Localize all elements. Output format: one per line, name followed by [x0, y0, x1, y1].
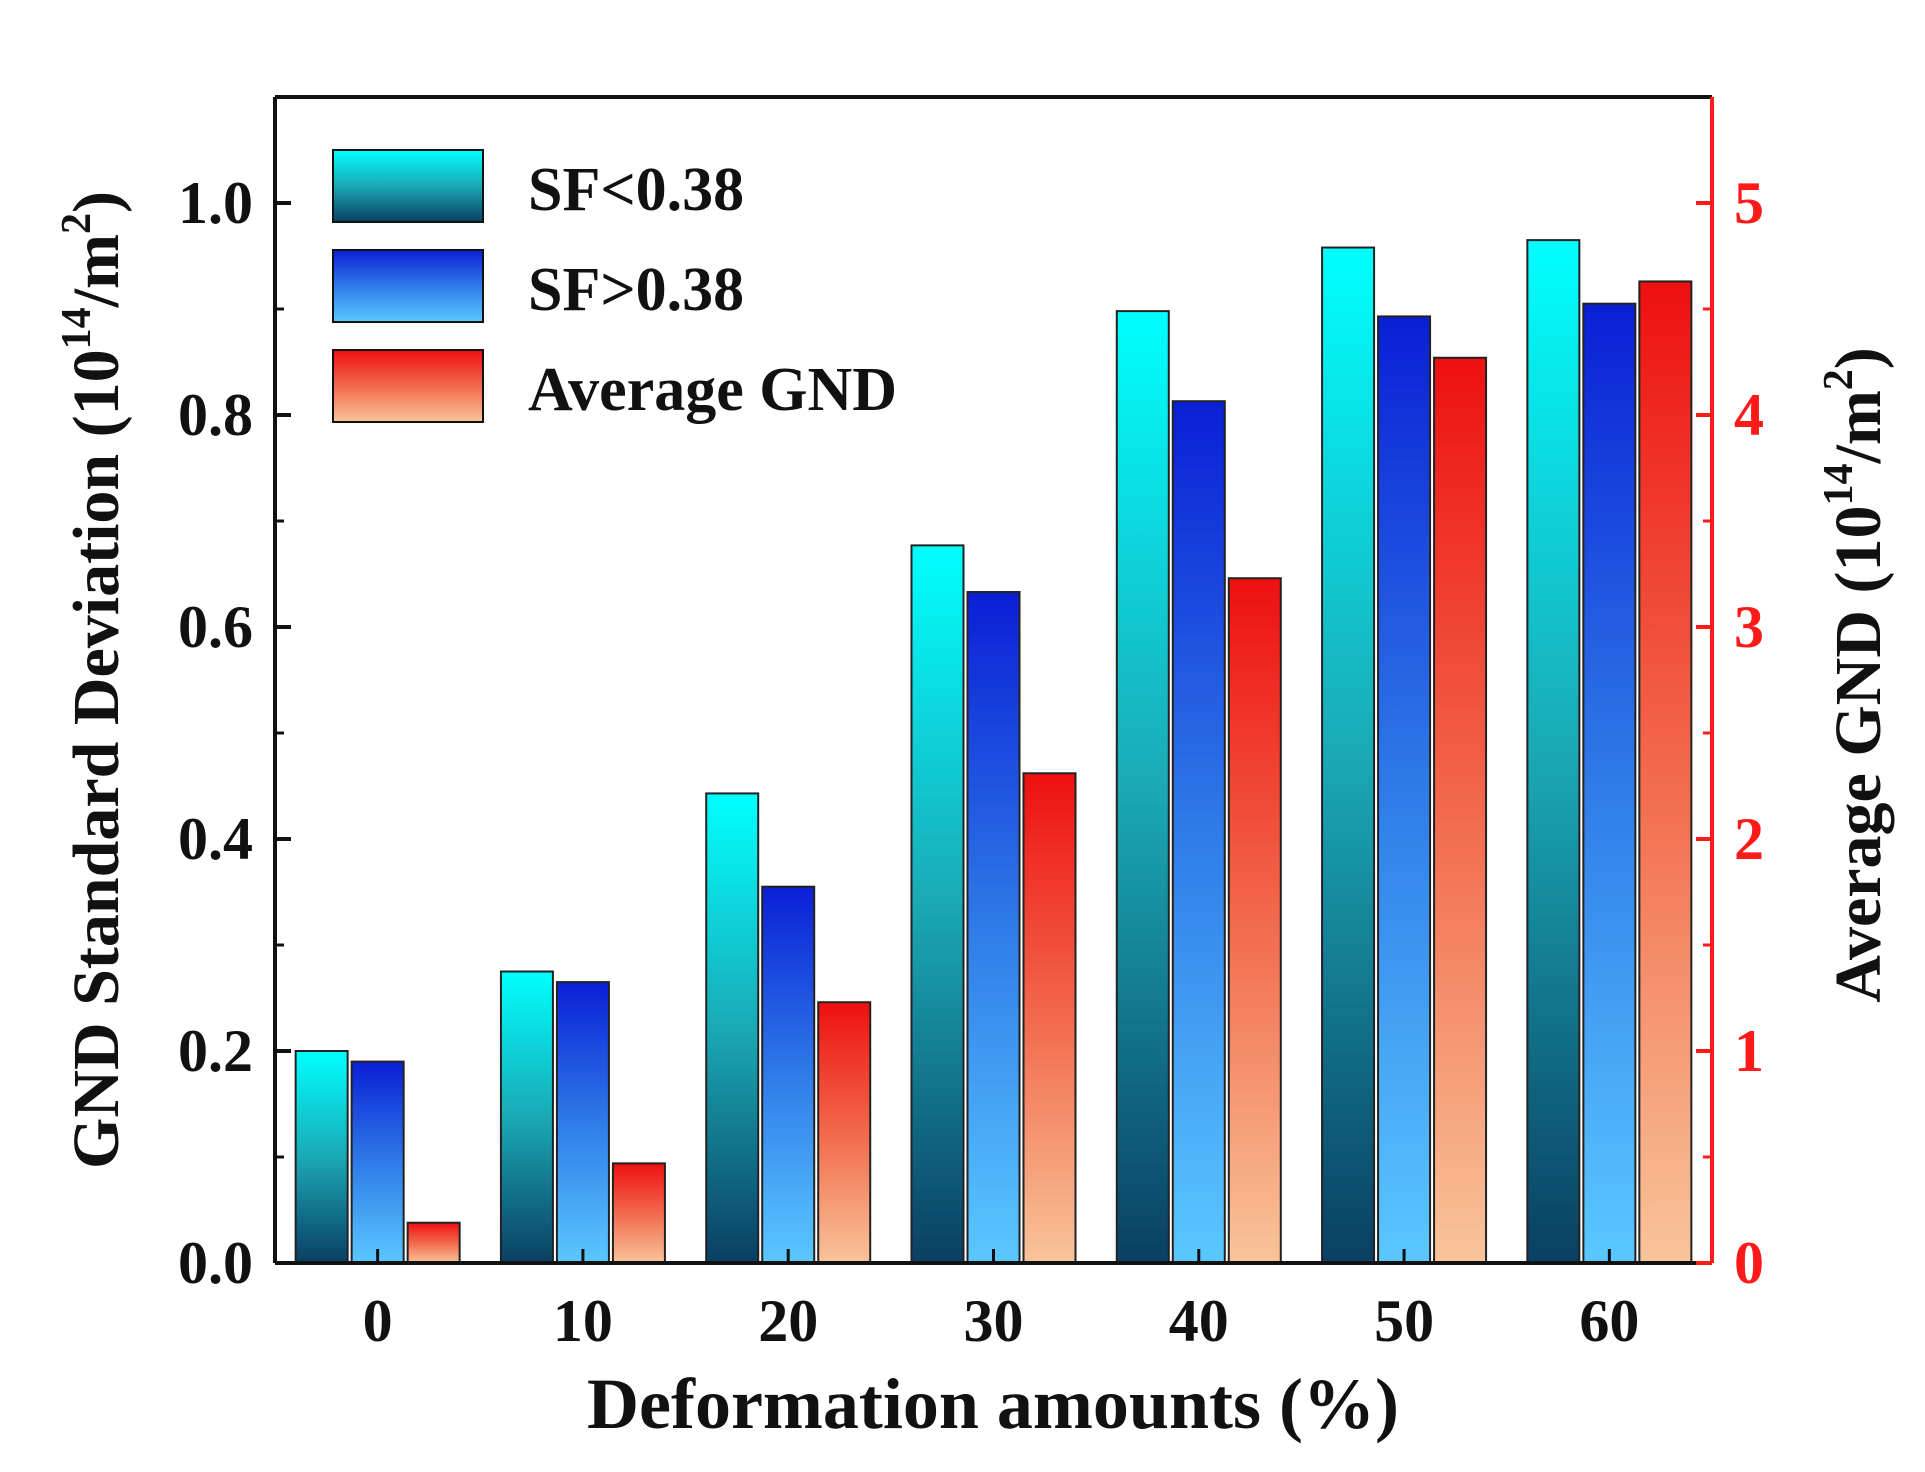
- left-tick-label: 0.8: [178, 382, 253, 448]
- x-tick-label: 30: [964, 1288, 1024, 1354]
- left-tick-label: 0.0: [178, 1230, 253, 1296]
- right-tick-label: 0: [1734, 1230, 1764, 1296]
- bar-sf-low-60: [1526, 239, 1581, 1265]
- legend-label-sf-low: SF<0.38: [528, 156, 744, 224]
- bar-sf-low-0: [294, 1050, 349, 1264]
- left-y-title-end: ): [60, 191, 133, 213]
- right-y-title-sup1: 14: [1816, 464, 1862, 506]
- x-tick-label: 0: [363, 1288, 393, 1354]
- left-y-title-sup1: 14: [54, 307, 100, 349]
- bar-sf-high-0: [350, 1060, 405, 1264]
- right-tick-label: 1: [1734, 1018, 1764, 1084]
- left-tick-label: 0.6: [178, 594, 253, 660]
- bar-avg-gnd-10: [611, 1162, 666, 1264]
- left-y-title-sup2: 2: [54, 213, 100, 234]
- legend-swatch-sf-low: [332, 149, 484, 223]
- bar-sf-low-40: [1115, 310, 1170, 1264]
- x-tick-label: 10: [553, 1288, 613, 1354]
- legend-label-sf-high: SF>0.38: [528, 256, 744, 324]
- right-y-title-end: ): [1822, 347, 1895, 369]
- bar-sf-high-40: [1171, 400, 1226, 1265]
- left-y-axis-title: GND Standard Deviation (1014/m2): [54, 191, 133, 1169]
- right-y-axis-title: Average GND (1014/m2): [1816, 347, 1895, 1003]
- x-tick-label: 40: [1169, 1288, 1229, 1354]
- legend-swatch-sf-high: [332, 249, 484, 323]
- bar-sf-low-50: [1321, 246, 1376, 1264]
- bar-avg-gnd-0: [406, 1221, 461, 1264]
- right-y-title-mid: /m: [1822, 390, 1895, 464]
- bar-sf-high-50: [1377, 315, 1432, 1265]
- bar-sf-high-30: [966, 591, 1021, 1264]
- bar-avg-gnd-60: [1638, 280, 1693, 1264]
- x-ticks: 0 10 20 30 40 50 60: [363, 1249, 1639, 1354]
- bars-group: [294, 239, 1693, 1265]
- bar-avg-gnd-40: [1227, 577, 1282, 1264]
- left-tick-label: 1.0: [178, 170, 253, 236]
- bar-sf-low-10: [499, 970, 554, 1264]
- x-axis-title: Deformation amounts (%): [587, 1364, 1399, 1444]
- bar-avg-gnd-50: [1433, 356, 1488, 1264]
- x-tick-label: 50: [1374, 1288, 1434, 1354]
- left-tick-label: 0.2: [178, 1018, 253, 1084]
- legend-swatch-gnd: [332, 349, 484, 423]
- legend: SF<0.38 SF>0.38 Average GND: [332, 149, 897, 424]
- right-tick-label: 3: [1734, 594, 1764, 660]
- x-tick-label: 60: [1579, 1288, 1639, 1354]
- bar-avg-gnd-30: [1022, 772, 1077, 1265]
- left-tick-label: 0.4: [178, 806, 253, 872]
- bar-sf-low-30: [910, 544, 965, 1264]
- right-y-ticks: 0 1 2 3 4 5: [1696, 170, 1764, 1296]
- left-y-ticks: 0.0 0.2 0.4 0.6 0.8 1.0: [178, 170, 291, 1296]
- bar-sf-high-20: [761, 885, 816, 1264]
- bar-sf-high-60: [1582, 302, 1637, 1264]
- right-y-title-sup2: 2: [1816, 369, 1862, 390]
- right-y-title-main: Average GND (10: [1822, 506, 1895, 1003]
- left-y-title-mid: /m: [60, 234, 133, 308]
- x-tick-label: 20: [758, 1288, 818, 1354]
- right-tick-label: 5: [1734, 170, 1764, 236]
- bar-avg-gnd-20: [817, 1001, 872, 1264]
- right-tick-label: 2: [1734, 806, 1764, 872]
- right-tick-label: 4: [1734, 382, 1764, 448]
- legend-label-gnd: Average GND: [528, 356, 897, 424]
- bar-sf-high-10: [555, 981, 610, 1264]
- left-y-title-main: GND Standard Deviation (10: [60, 349, 133, 1169]
- bar-sf-low-20: [705, 792, 760, 1264]
